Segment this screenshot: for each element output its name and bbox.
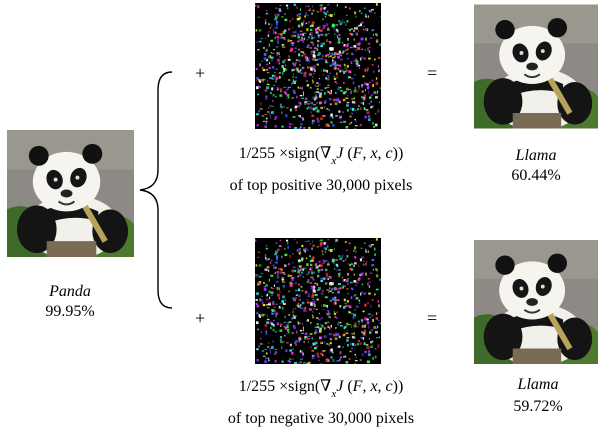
formula-comma: , <box>377 378 386 395</box>
formula-subscript: x <box>331 155 337 167</box>
formula-prefix: 1/255 ×sign(∇ <box>238 145 332 162</box>
formula-prefix: 1/255 ×sign(∇ <box>238 378 332 395</box>
noise-image-negative <box>255 238 381 364</box>
caption-bottom: of top negative 30,000 pixels <box>227 410 415 427</box>
formula-j: J <box>336 378 344 395</box>
formula-f: F <box>352 378 363 395</box>
formula-bottom: 1/255 ×sign(∇xJ (F, x, c)) <box>176 376 466 400</box>
formula-close: )) <box>392 145 404 162</box>
formula-c: c <box>385 145 393 162</box>
formula-j: J <box>336 145 344 162</box>
panda-picture-adversarial-bottom <box>474 240 598 364</box>
noise-pattern-negative <box>255 238 381 364</box>
result-confidence-top: 60.44% <box>511 167 561 184</box>
result-class-label-bottom: Llama <box>517 376 559 393</box>
curly-brace <box>139 71 173 309</box>
plus-operator-top: + <box>195 63 206 83</box>
formula-top: 1/255 ×sign(∇xJ (F, x, c)) <box>176 143 466 167</box>
plus-operator-bottom: + <box>195 308 206 328</box>
formula-comma: , <box>362 378 371 395</box>
equals-operator-top: = <box>427 63 438 83</box>
equals-operator-bottom: = <box>427 308 438 328</box>
formula-comma: , <box>377 145 386 162</box>
result-llama-image-bottom <box>474 240 598 364</box>
formula-subscript: x <box>331 388 337 400</box>
formula-x: x <box>370 145 378 162</box>
formula-c: c <box>385 378 393 395</box>
formula-x: x <box>370 378 378 395</box>
panda-picture-adversarial-top <box>474 4 598 129</box>
formula-comma: , <box>362 145 371 162</box>
noise-pattern-positive <box>255 3 381 129</box>
formula-open: ( <box>343 145 353 162</box>
source-panda-image <box>7 130 134 257</box>
result-class-label-top: Llama <box>515 147 557 164</box>
formula-open: ( <box>343 378 353 395</box>
noise-image-positive <box>255 3 381 129</box>
source-class-label: Panda <box>49 283 91 300</box>
caption-top: of top positive 30,000 pixels <box>229 177 413 194</box>
result-llama-image-top <box>474 4 598 129</box>
formula-f: F <box>352 145 363 162</box>
result-confidence-bottom: 59.72% <box>513 398 563 415</box>
formula-close: )) <box>392 378 404 395</box>
panda-picture <box>7 130 134 257</box>
source-confidence: 99.95% <box>45 303 95 320</box>
